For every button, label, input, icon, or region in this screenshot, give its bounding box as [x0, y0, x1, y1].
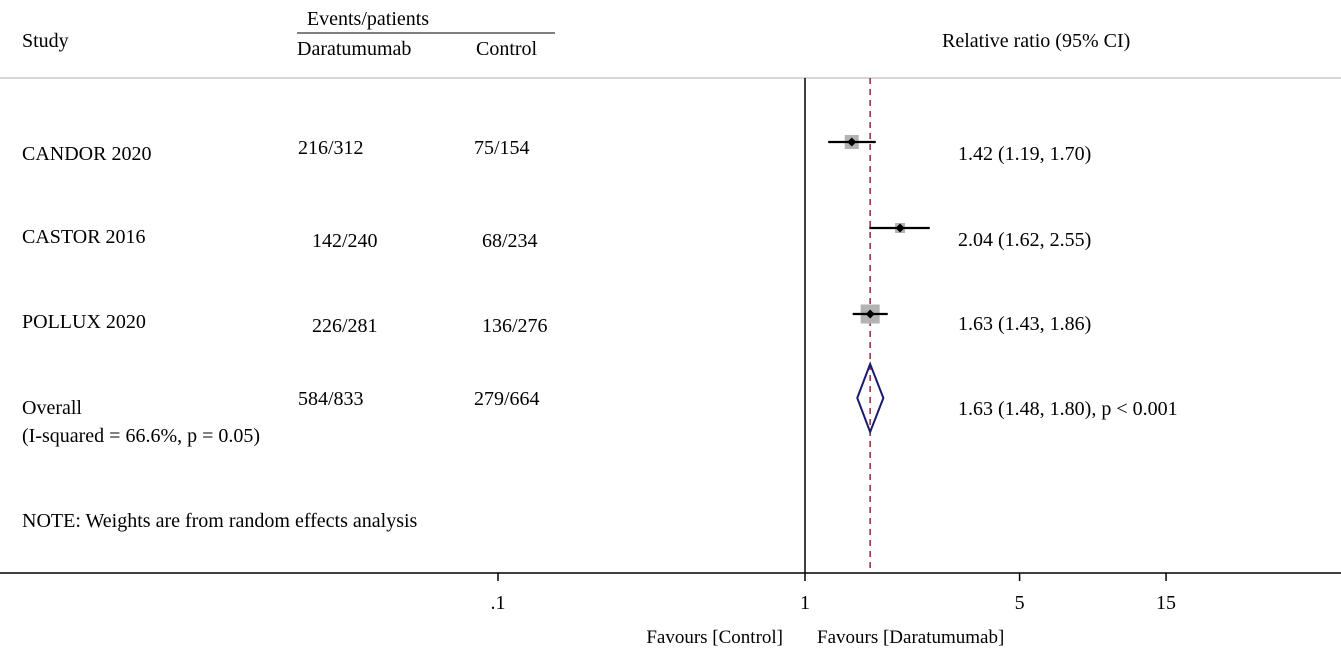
overall-diamond — [856, 361, 885, 435]
effect-column-header: Relative ratio (95% CI) — [942, 30, 1130, 52]
effect-label-overall: 1.63 (1.48, 1.80), p < 0.001 — [958, 398, 1178, 420]
overall-label: Overall — [22, 397, 82, 419]
x-tick-label: 15 — [1156, 592, 1176, 614]
treatment-events-castor: 142/240 — [312, 230, 378, 252]
overall-estimate-text: 1.63 (1.48, 1.80) — [958, 398, 1091, 420]
treatment-events-pollux: 226/281 — [312, 315, 378, 337]
point-estimate — [847, 137, 857, 147]
effect-label-pollux: 1.63 (1.43, 1.86) — [958, 313, 1091, 335]
x-tick-label: 5 — [1015, 592, 1025, 614]
overall-p-value: , p < 0.001 — [1091, 398, 1177, 420]
treatment-events-candor: 216/312 — [298, 137, 364, 159]
control-events-overall: 279/664 — [474, 388, 540, 410]
favours-control-label: Favours [Control] — [646, 627, 783, 648]
effect-label-candor: 1.42 (1.19, 1.70) — [958, 143, 1091, 165]
study-name-candor: CANDOR 2020 — [22, 143, 151, 165]
study-column-header: Study — [22, 30, 69, 52]
treatment-events-overall: 584/833 — [298, 388, 364, 410]
point-estimate — [865, 309, 875, 319]
control-events-candor: 75/154 — [474, 137, 530, 159]
x-tick-label: 1 — [800, 592, 810, 614]
control-events-pollux: 136/276 — [482, 315, 548, 337]
study-name-castor: CASTOR 2016 — [22, 226, 146, 248]
control-events-castor: 68/234 — [482, 230, 538, 252]
favours-daratumumab-label: Favours [Daratumumab] — [817, 627, 1004, 648]
weights-note: NOTE: Weights are from random effects an… — [22, 510, 418, 532]
events-column-header: Events/patients — [307, 8, 429, 30]
heterogeneity-label: (I-squared = 66.6%, p = 0.05) — [22, 425, 260, 447]
study-name-pollux: POLLUX 2020 — [22, 311, 146, 333]
x-tick-label: .1 — [491, 592, 506, 614]
effect-label-castor: 2.04 (1.62, 2.55) — [958, 229, 1091, 251]
point-estimate — [895, 223, 905, 233]
control-column-header: Control — [476, 38, 538, 60]
treatment-column-header: Daratumumab — [297, 38, 411, 60]
